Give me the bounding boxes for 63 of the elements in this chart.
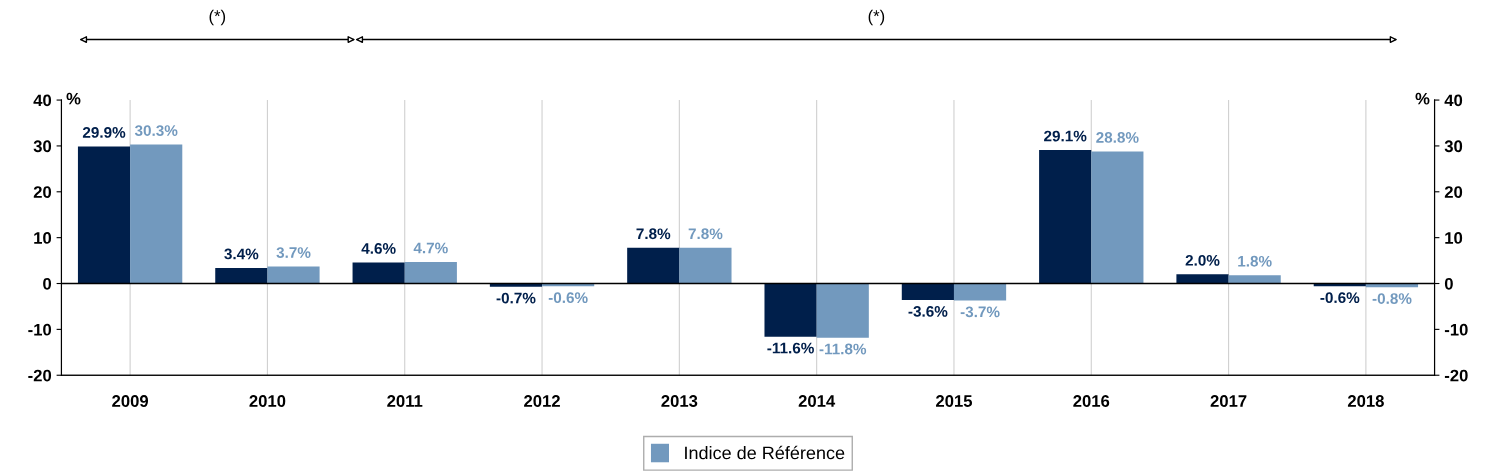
data-label: 4.7%: [413, 242, 448, 254]
y-tick-label: 0: [43, 277, 52, 290]
bar: [130, 144, 183, 284]
data-label: 29.1%: [1044, 130, 1087, 142]
bar: [1039, 150, 1092, 284]
y-tick-label: 10: [34, 232, 52, 244]
y2-tick-label: 20: [1444, 186, 1463, 198]
bar: [404, 261, 457, 284]
legend-label: Indice de Référence: [685, 445, 845, 460]
data-label: -3.6%: [908, 305, 948, 317]
y2-axis-title: %: [1415, 92, 1430, 105]
y-tick-label: -10: [28, 323, 52, 336]
data-label: 28.8%: [1096, 132, 1139, 143]
x-tick-label: 2009: [112, 395, 149, 407]
bar: [816, 283, 869, 338]
data-label: -0.6%: [1320, 292, 1360, 304]
data-label: -11.8%: [819, 343, 867, 355]
bar: [679, 247, 732, 284]
data-label: -0.8%: [1372, 293, 1412, 304]
text: (*): [868, 9, 885, 26]
x-tick-label: 2017: [1210, 395, 1247, 407]
data-label: 7.8%: [688, 228, 723, 240]
x-tick-label: 2012: [524, 395, 560, 407]
bar: [215, 267, 268, 284]
bar: [901, 283, 954, 301]
data-label: -0.7%: [496, 292, 536, 304]
y-tick-label: -20: [28, 369, 52, 382]
x-tick-label: 2014: [798, 395, 836, 407]
bar: [267, 266, 320, 284]
x-tick-label: 2013: [661, 395, 698, 407]
data-label: 30.3%: [134, 125, 178, 136]
x-tick-label: 2016: [1073, 395, 1110, 407]
data-label: -0.6%: [548, 292, 588, 304]
y2-tick-label: 40: [1444, 94, 1463, 107]
y2-tick-label: -10: [1444, 323, 1468, 336]
bar: [953, 283, 1007, 301]
data-label: 3.7%: [276, 247, 311, 258]
y2-tick-label: -20: [1444, 369, 1468, 382]
bar: [1091, 151, 1144, 284]
data-label: 3.4%: [224, 248, 259, 260]
x-tick-label: 2010: [249, 395, 286, 407]
y-axis-title: %: [66, 92, 81, 105]
x-tick-label: 2018: [1347, 395, 1384, 407]
data-label: 7.8%: [636, 228, 671, 240]
y2-tick-label: 0: [1444, 277, 1453, 290]
data-label: -11.6%: [767, 342, 814, 354]
y-tick-label: 20: [33, 186, 52, 198]
bar: [77, 146, 131, 284]
x-tick-label: 2011: [387, 395, 423, 407]
bar: [627, 247, 680, 284]
y-tick-label: 40: [33, 94, 52, 107]
text: (*): [209, 9, 226, 26]
y2-tick-label: 10: [1445, 232, 1463, 244]
data-label: 4.6%: [361, 243, 396, 254]
data-label: 2.0%: [1185, 254, 1220, 266]
data-label: 29.9%: [82, 126, 126, 138]
bar: [764, 283, 817, 337]
bar: [352, 262, 405, 284]
y2-tick-label: 30: [1444, 140, 1463, 153]
data-label: -3.7%: [960, 306, 1000, 318]
data-label: 1.8%: [1238, 255, 1272, 267]
x-tick-label: 2015: [936, 395, 973, 407]
y-tick-label: 30: [33, 140, 52, 153]
